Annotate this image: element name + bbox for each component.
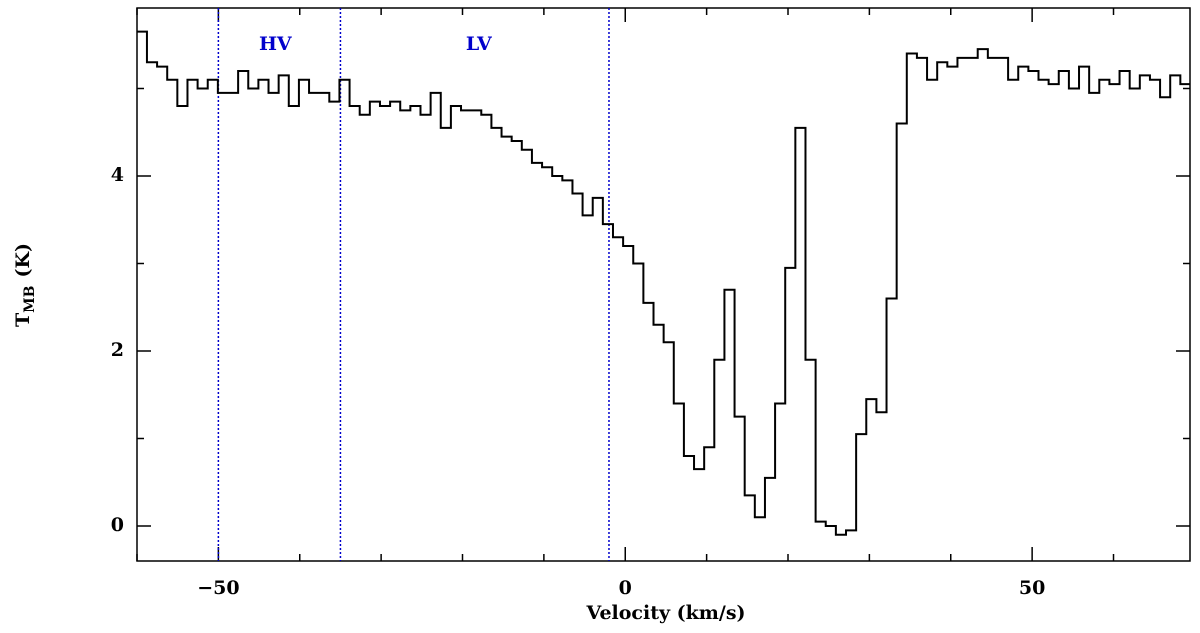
- spectrum: [137, 30, 1190, 536]
- annotation: LV: [466, 33, 493, 55]
- annotation: HV: [259, 33, 293, 55]
- x-tick-label: 50: [1019, 577, 1045, 599]
- y-label-main: T: [12, 313, 34, 327]
- y-tick-label: 0: [111, 514, 124, 536]
- plot-frame: [136, 7, 1191, 562]
- y-tick-label: 2: [111, 339, 124, 361]
- y-label-sub: MB: [22, 285, 38, 312]
- y-axis-label: TMB (K): [12, 243, 38, 327]
- x-tick-label: 0: [619, 577, 632, 599]
- y-tick-label: 4: [111, 164, 124, 186]
- x-tick-label: −50: [197, 577, 239, 599]
- x-axis-label: Velocity (km/s): [585, 602, 745, 624]
- y-label-unit: (K): [12, 243, 34, 278]
